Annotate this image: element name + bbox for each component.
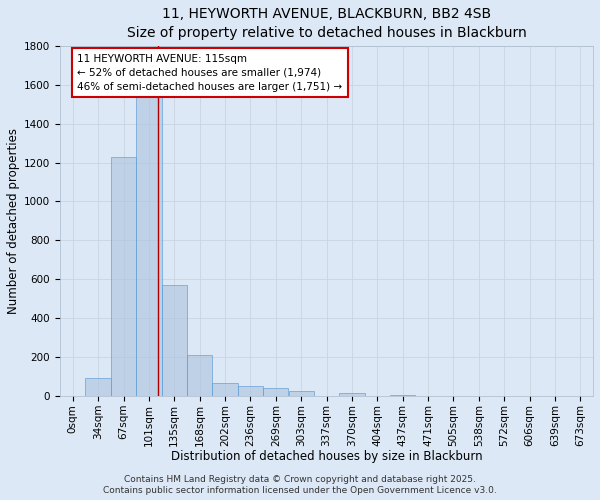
- Y-axis label: Number of detached properties: Number of detached properties: [7, 128, 20, 314]
- Bar: [111, 156, 136, 396]
- Bar: [263, 388, 289, 396]
- Bar: [136, 75, 161, 396]
- Bar: [390, 394, 415, 396]
- Text: Contains HM Land Registry data © Crown copyright and database right 2025.: Contains HM Land Registry data © Crown c…: [124, 474, 476, 484]
- X-axis label: Distribution of detached houses by size in Blackburn: Distribution of detached houses by size …: [171, 450, 482, 463]
- Text: 11 HEYWORTH AVENUE: 115sqm
← 52% of detached houses are smaller (1,974)
46% of s: 11 HEYWORTH AVENUE: 115sqm ← 52% of deta…: [77, 54, 343, 92]
- Text: Contains public sector information licensed under the Open Government Licence v3: Contains public sector information licen…: [103, 486, 497, 495]
- Bar: [161, 285, 187, 396]
- Bar: [339, 393, 365, 396]
- Bar: [289, 391, 314, 396]
- Bar: [85, 378, 111, 396]
- Bar: [212, 384, 238, 396]
- Bar: [187, 356, 212, 396]
- Title: 11, HEYWORTH AVENUE, BLACKBURN, BB2 4SB
Size of property relative to detached ho: 11, HEYWORTH AVENUE, BLACKBURN, BB2 4SB …: [127, 7, 526, 40]
- Bar: [238, 386, 263, 396]
